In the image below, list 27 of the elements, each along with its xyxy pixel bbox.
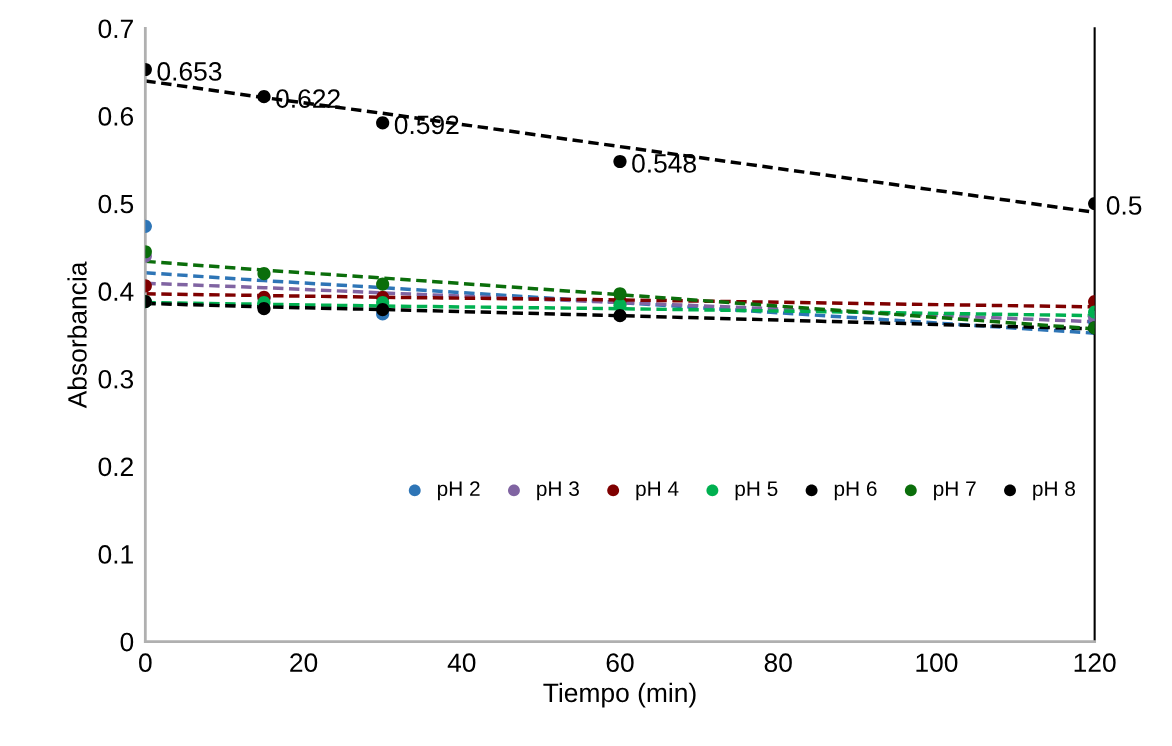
x-tick-label: 40	[447, 653, 476, 673]
y-tick-label: 0.1	[98, 545, 133, 564]
x-tick-label: 60	[606, 653, 634, 673]
y-tick-label: 0.3	[98, 369, 134, 389]
x-tick-label: 80	[764, 653, 792, 673]
y-tick-label: 0.6	[98, 107, 134, 126]
legend-label: pH 6	[834, 481, 877, 501]
y-tick-label: 0.5	[98, 194, 134, 214]
y-tick-label: 0	[120, 632, 134, 652]
legend-label: pH 4	[636, 481, 679, 501]
legend-label: pH 3	[537, 481, 579, 501]
data-label: 0.5	[1106, 196, 1142, 215]
y-tick-label: 0.7	[98, 19, 133, 39]
legend-label: pH 8	[1033, 481, 1075, 501]
data-label: 0.653	[157, 62, 222, 81]
legend-label: pH 2	[437, 481, 480, 501]
legend-label: pH 5	[735, 481, 778, 501]
y-tick-label: 0.4	[98, 282, 134, 301]
x-tick-label: 100	[916, 653, 958, 673]
x-tick-label: 20	[290, 653, 318, 673]
y-tick-label: 0.2	[98, 457, 133, 477]
y-axis-title: Absorbancia	[67, 261, 87, 409]
x-tick-label: 0	[139, 653, 152, 673]
x-tick-label: 120	[1074, 653, 1116, 673]
legend-label: pH 7	[934, 481, 976, 501]
x-axis-title: Tiempo (min)	[543, 682, 696, 708]
data-label: 0.548	[632, 154, 696, 173]
